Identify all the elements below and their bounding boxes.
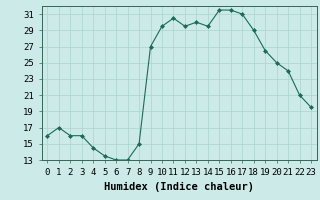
X-axis label: Humidex (Indice chaleur): Humidex (Indice chaleur) xyxy=(104,182,254,192)
